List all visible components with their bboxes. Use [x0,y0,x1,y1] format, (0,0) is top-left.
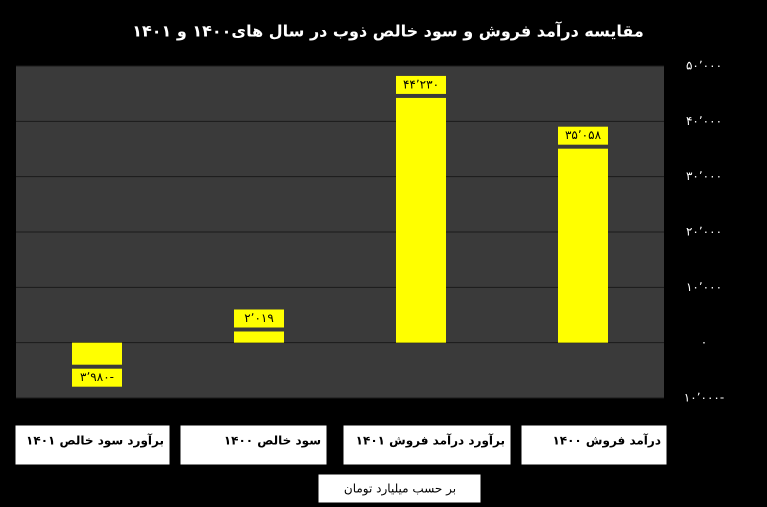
y-tick-label: ۴۰٬۰۰۰ [686,114,722,128]
value-label: ۴۴٬۲۳۰ [403,77,439,91]
value-label-box [72,368,122,387]
value-label-box [558,126,608,145]
y-tick-label: ۱۰٬۰۰۰- [684,391,724,405]
y-tick-label: ۱۰٬۰۰۰ [686,280,722,294]
y-tick-label: ۲۰٬۰۰۰ [686,225,722,239]
y-tick-label: ۰ [701,335,707,349]
bar [72,342,122,365]
bar [234,331,284,343]
y-tick-label: ۳۰٬۰۰۰ [686,169,722,183]
y-axis-label: بر حسب میلیارد تومان [344,482,456,497]
x-tick-label: درآمد فروش ۱۴۰۰ [552,433,661,449]
x-tick-label: برآورد سود خالص ۱۴۰۱ [26,433,164,449]
category-box [179,424,328,466]
value-label: ۲٬۰۱۹ [244,311,274,325]
axis-label-box [317,473,482,504]
chart-title: مقایسه درآمد فروش و سود خالص ذوب در سال … [132,21,644,41]
value-label-box [396,75,446,94]
value-label-box [234,309,284,328]
bar [396,97,446,343]
category-box [520,424,668,466]
x-tick-label: سود خالص ۱۴۰۰ [224,434,321,449]
value-label: ۳٬۹۸۰- [80,370,114,384]
x-tick-label: برآورد درآمد فروش ۱۴۰۱ [356,433,505,449]
category-box [342,424,512,466]
category-box [14,424,171,466]
value-label: ۳۵٬۰۵۸ [565,128,602,142]
bar [558,148,608,343]
y-tick-label: ۵۰٬۰۰۰ [686,59,722,73]
